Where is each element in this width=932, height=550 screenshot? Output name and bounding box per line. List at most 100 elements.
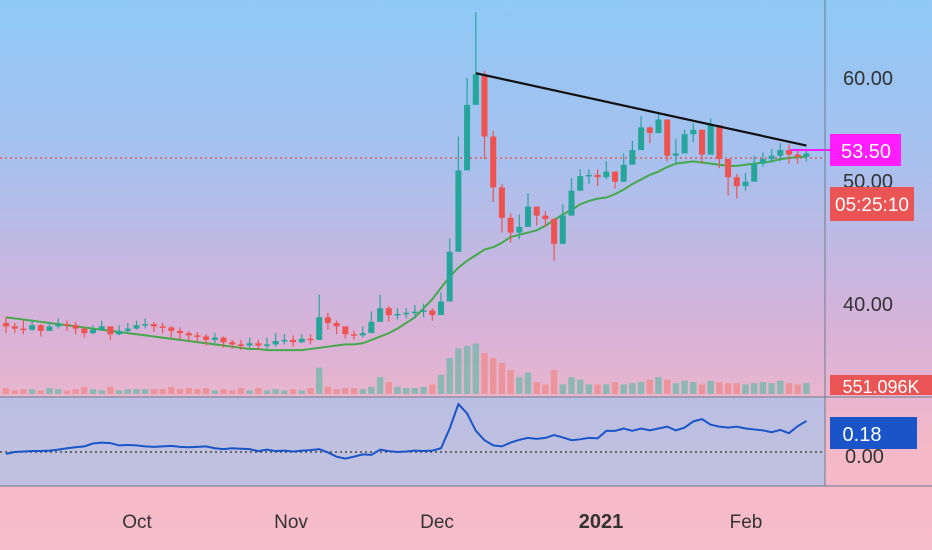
volume-bar [698,384,706,394]
candle-body [81,328,88,334]
candle-body [516,226,523,233]
candle-body [194,335,201,337]
volume-bar [455,348,462,394]
volume-bar [63,390,71,394]
volume-bar [516,377,523,394]
volume-bar [724,383,732,394]
candle-body [185,333,192,336]
volume-bar [324,386,332,394]
candle-body [490,136,497,188]
volume-bar [785,383,793,394]
volume-bar [11,390,18,394]
volume-bar [124,389,131,394]
candle-body [394,313,401,316]
candle-body [629,150,636,165]
candle-body [403,312,410,315]
volume-bar [672,383,680,394]
volume-bar [707,380,714,394]
candle-body [794,154,801,157]
volume-bar [168,386,175,394]
candle-body [63,324,70,326]
last-price-badge [830,134,901,166]
volume-bar [559,384,566,394]
time-axis: Oct Nov Dec 2021 Feb [122,511,762,533]
sma-line [5,155,807,352]
volume-bar [690,382,697,394]
candle-body [446,251,453,302]
volume-bar [577,379,584,394]
volume-bar [594,384,601,394]
volume-bar [629,383,636,394]
volume-bar [81,386,88,394]
price-pane [0,12,830,394]
y-tick-label: 60.00 [843,68,893,90]
volume-bar [655,377,662,394]
volume-value-label: 551.096K [842,377,919,397]
candle-body [420,310,427,313]
volume-bar [568,377,575,394]
candle-body [333,322,340,327]
volume-bar [437,374,445,394]
candle-body [672,153,679,156]
volume-bar [194,389,201,394]
x-tick-label: Feb [730,512,763,533]
candle-body [290,339,297,343]
candle-body [159,326,166,328]
candle-body [707,125,714,155]
volume-bar [681,380,688,394]
candle-body [124,328,131,331]
volume-bar [751,383,758,394]
candle-body [716,125,723,160]
candle-body [542,215,549,219]
candle-body [168,327,175,331]
volume-bar [159,389,166,394]
candle-body [150,324,157,327]
volume-bar [133,389,140,394]
oscillator-value-label: 0.18 [843,424,882,446]
volume-bar [220,389,227,394]
candle-body [29,325,36,330]
candle-body [733,177,740,187]
candle-body [429,310,436,316]
candle-body [229,342,236,345]
candle-body [455,170,462,252]
candle-body [3,322,9,327]
candle-body [742,181,749,187]
volume-bar [759,382,767,394]
volume-bar [211,390,218,394]
candle-body [646,127,653,134]
candle-body [803,153,810,157]
candle-body [316,317,323,340]
volume-bar [603,384,610,394]
volume-bar [359,389,366,394]
x-tick-label: Dec [420,512,454,533]
candle-body [246,343,253,346]
candle-body [72,325,79,329]
candle-body [385,308,392,316]
candle-body [525,206,531,227]
volume-bar [446,358,453,394]
oscillator-line [5,402,807,460]
volume-bars [2,343,810,394]
candle-body [90,329,96,334]
candle-body [725,159,732,178]
volume-bar [316,367,323,394]
oscillator-zero-label: 0.00 [845,446,884,468]
volume-bar [637,382,645,394]
candle-body [551,218,558,244]
volume-bar [89,389,97,394]
volume-bar [237,388,245,394]
volume-bar [550,370,558,394]
x-tick-label: Oct [122,512,152,533]
trendline [475,72,807,147]
volume-bar [55,389,62,394]
candle-body [107,326,114,335]
countdown-badge [830,187,914,221]
last-price-label: 53.50 [841,141,891,163]
candle-body [577,176,584,191]
volume-bar [342,388,349,394]
volume-bar [37,390,44,394]
candle-body [472,74,479,105]
volume-bar [463,346,471,394]
